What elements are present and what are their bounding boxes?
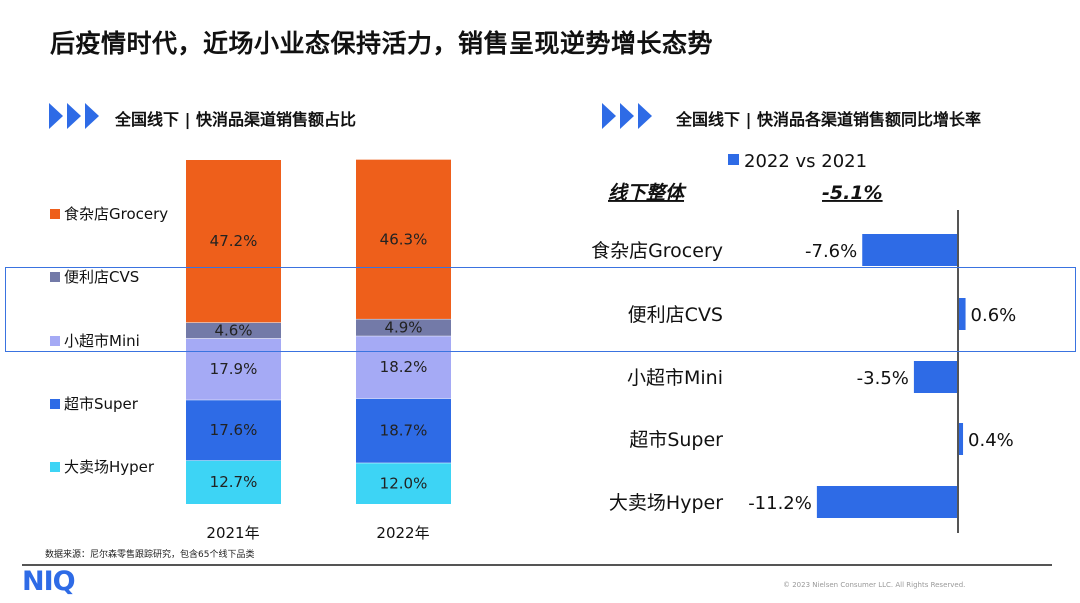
data-label: 17.6%: [210, 421, 258, 439]
data-label: 17.9%: [210, 360, 258, 378]
legend-item: 大卖场Hyper: [50, 456, 154, 477]
data-label: 12.7%: [210, 473, 258, 491]
legend-label: 2022 vs 2021: [744, 151, 867, 172]
legend-label: 食杂店Grocery: [64, 205, 169, 223]
growth-bar: [913, 361, 958, 393]
footer-divider: [22, 564, 1052, 566]
growth-bar: [958, 298, 966, 330]
legend-swatch: [50, 335, 60, 346]
data-label: 18.7%: [380, 422, 428, 440]
category-label: 食杂店Grocery: [591, 240, 723, 262]
category-label: 超市Super: [629, 429, 723, 451]
data-label: -11.2%: [748, 493, 812, 514]
data-label: 12.0%: [380, 474, 428, 492]
data-label: -7.6%: [805, 241, 857, 262]
bar-segment: [186, 338, 281, 400]
page-title: 后疫情时代，近场小业态保持活力，销售呈现逆势增长态势: [50, 29, 714, 58]
data-label: 0.4%: [968, 430, 1014, 451]
legend-swatch: [728, 154, 739, 165]
legend-item: 食杂店Grocery: [50, 203, 168, 224]
total-value: -5.1%: [822, 182, 883, 204]
data-label: 47.2%: [210, 232, 258, 250]
bar-segment: [186, 160, 281, 323]
bar-segment: [356, 318, 451, 336]
growth-bar: [816, 486, 958, 518]
legend-item: 超市Super: [50, 393, 138, 414]
category-label: 便利店CVS: [628, 304, 723, 326]
legend-swatch: [50, 461, 60, 472]
niq-logo: NIQ: [22, 566, 76, 597]
bar-segment: [186, 399, 281, 461]
category-label: 小超市Mini: [627, 367, 723, 389]
total-label: 线下整体: [608, 182, 687, 204]
category-label: 大卖场Hyper: [609, 492, 723, 514]
legend-label: 大卖场Hyper: [64, 458, 155, 476]
x-tick-label: 2021年: [206, 524, 260, 542]
bar-segment: [186, 322, 281, 339]
bar-segment: [356, 335, 451, 399]
data-label: 18.2%: [380, 358, 428, 376]
arrows-icon: [49, 103, 99, 129]
data-label: 4.9%: [384, 318, 422, 336]
data-label: 46.3%: [380, 230, 428, 248]
bar-segment: [186, 460, 281, 504]
x-tick-label: 2022年: [376, 524, 430, 542]
data-label: 4.6%: [214, 321, 252, 339]
legend-swatch: [50, 398, 60, 409]
legend-item: 小超市Mini: [50, 330, 140, 351]
highlight-box: [5, 267, 1076, 352]
right-section-title: 全国线下 | 快消品各渠道销售额同比增长率: [676, 110, 981, 129]
legend-label: 便利店CVS: [64, 268, 140, 286]
legend-swatch: [50, 271, 60, 282]
copyright: © 2023 Nielsen Consumer LLC. All Rights …: [783, 581, 966, 589]
legend-label: 小超市Mini: [64, 332, 140, 350]
legend-label: 超市Super: [64, 395, 138, 413]
data-label: -3.5%: [857, 368, 909, 389]
bar-segment: [356, 159, 451, 319]
arrows-icon: [602, 103, 652, 129]
left-section-title: 全国线下 | 快消品渠道销售额占比: [115, 110, 356, 129]
source-note: 数据来源：尼尔森零售跟踪研究，包含65个线下品类: [45, 550, 255, 560]
growth-bar: [958, 423, 964, 455]
legend-item: 便利店CVS: [50, 266, 139, 287]
growth-bar: [862, 234, 958, 266]
bar-segment: [356, 462, 451, 504]
bar-segment: [356, 398, 451, 463]
data-label: 0.6%: [971, 305, 1017, 326]
legend-swatch: [50, 208, 60, 219]
